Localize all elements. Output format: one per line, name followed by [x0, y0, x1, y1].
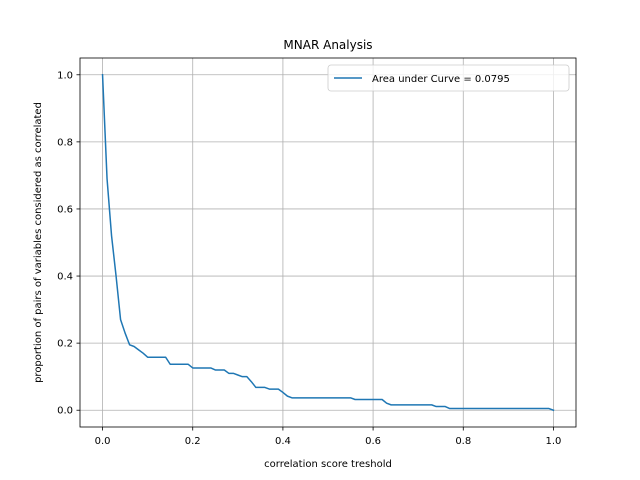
ticks: 0.0 0.2 0.4 0.6 0.8 1.0 0.0 0.2 0.4 0.6 0.8 1.0: [57, 70, 561, 447]
y-tick-label: 0.2: [57, 339, 73, 350]
x-tick-label: 0.0: [95, 436, 111, 447]
y-tick-label: 0.4: [57, 272, 73, 283]
x-axis-label: correlation score treshold: [264, 459, 392, 470]
x-tick-label: 0.4: [275, 436, 291, 447]
legend-label: Area under Curve = 0.0795: [372, 74, 510, 85]
series-line: [101, 73, 555, 412]
x-tick-label: 0.2: [185, 436, 201, 447]
y-tick-label: 0.0: [57, 406, 73, 417]
y-axis-label: proportion of pairs of variables conside…: [33, 102, 44, 383]
y-tick-label: 0.8: [57, 137, 73, 148]
legend: Area under Curve = 0.0795: [327, 64, 570, 92]
x-tick-label: 0.6: [365, 436, 381, 447]
x-tick-label: 1.0: [546, 436, 562, 447]
grid: [80, 58, 576, 427]
series-layer: [101, 73, 555, 412]
legend-box: [327, 64, 570, 92]
y-tick-label: 0.6: [57, 204, 73, 215]
plot-area-frame: [79, 57, 577, 428]
chart-title: MNAR Analysis: [283, 38, 372, 52]
y-tick-label: 1.0: [57, 70, 73, 81]
x-tick-label: 0.8: [455, 436, 471, 447]
